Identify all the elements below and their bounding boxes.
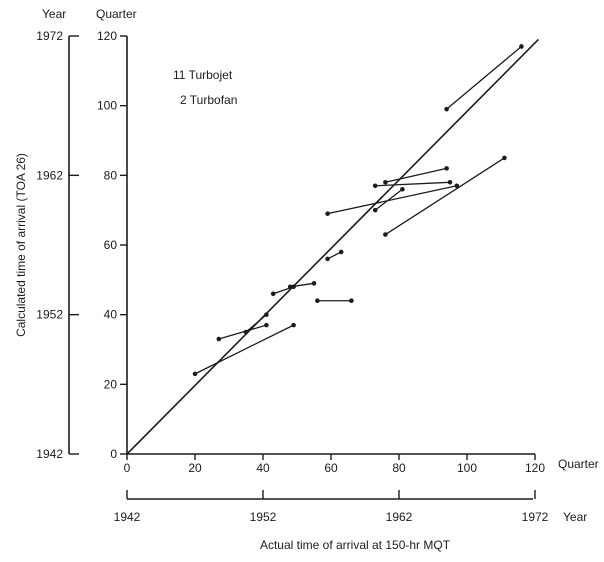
engine-point-start-13 (444, 106, 449, 112)
engine-point-end-11 (444, 166, 449, 171)
y-tick-label: 120 (97, 29, 117, 43)
tick-group: 0 20 40 60 80 100 120 0 20 40 60 80 100 120 1942 1952 19… (36, 29, 548, 524)
engine-point-end-13 (519, 44, 524, 49)
x-year-unit-label: Year (563, 510, 587, 524)
x-tick-label: 80 (392, 461, 406, 475)
engine-segment-11 (385, 167, 447, 183)
engine-segment-1 (194, 324, 294, 375)
y-year-tick-label: 1952 (36, 308, 63, 322)
y-year-unit-label: Year (42, 7, 66, 21)
x-tick-label: 40 (256, 461, 270, 475)
y-axis-title: Calculated time of arrival (TOA 26) (14, 153, 28, 337)
x-axis-title: Actual time of arrival at 150-hr MQT (260, 538, 451, 552)
y-year-tick-label: 1942 (36, 447, 63, 461)
engine-point-start-11 (383, 180, 388, 185)
x-year-tick-label: 1942 (114, 510, 141, 524)
engine-point-end-1 (291, 322, 296, 328)
engine-point-end-5 (311, 281, 317, 286)
engine-segment-13 (446, 45, 522, 110)
y-tick-label: 60 (104, 238, 118, 252)
engine-point-start-9 (372, 207, 378, 213)
y-tick-label: 40 (104, 308, 118, 322)
x-tick-label: 60 (324, 461, 338, 475)
y-year-tick-label: 1972 (36, 29, 63, 43)
engine-point-end-10 (447, 180, 453, 185)
engine-point-start-6 (315, 298, 320, 304)
engine-point-end-2 (264, 322, 269, 328)
y-tick-label: 0 (110, 447, 117, 461)
engine-point-start-2 (216, 336, 222, 342)
reference-diagonal-line (126, 38, 539, 455)
y-tick-label: 20 (104, 377, 118, 391)
engine-point-start-1 (192, 371, 198, 377)
engine-point-start-4 (270, 291, 276, 297)
x-year-tick-label: 1952 (250, 510, 277, 524)
engine-point-end-6 (349, 298, 354, 304)
engine-point-start-10 (372, 183, 378, 189)
x-year-tick-label: 1972 (522, 510, 549, 524)
legend-turbofan: 2 Turbofan (180, 93, 237, 107)
engine-segment-5 (290, 282, 315, 288)
engine-point-end-8 (454, 183, 460, 189)
x-quarter-unit-label: Quarter (558, 457, 599, 471)
x-tick-label: 0 (124, 461, 131, 475)
engine-point-end-9 (400, 186, 405, 192)
engine-point-end-3 (264, 312, 269, 317)
engine-point-end-12 (502, 155, 507, 161)
engine-segment-9 (374, 188, 403, 211)
engine-point-end-7 (338, 249, 344, 255)
engine-point-start-8 (325, 211, 330, 216)
engine-segment-7 (327, 251, 342, 260)
y-tick-label: 100 (97, 99, 117, 113)
x-tick-label: 100 (457, 461, 477, 475)
x-tick-label: 20 (188, 461, 202, 475)
x-year-tick-label: 1962 (386, 510, 413, 524)
y-tick-label: 80 (104, 168, 118, 182)
engine-segment-10 (375, 181, 451, 187)
engine-point-start-5 (287, 284, 293, 290)
engine-segment-8 (327, 185, 457, 215)
engine-point-start-7 (325, 256, 330, 262)
x-tick-label: 120 (525, 461, 545, 475)
engine-segment-2 (218, 324, 267, 340)
legend-turbojet: 11 Turbojet (173, 68, 233, 82)
y-year-tick-label: 1962 (36, 168, 63, 182)
engine-point-start-12 (383, 232, 388, 237)
engine-segment-12 (385, 157, 505, 236)
engine-point-start-3 (243, 329, 249, 335)
engine-segment-3 (245, 314, 267, 333)
y-quarter-unit-label: Quarter (96, 7, 137, 21)
marks-group (126, 38, 539, 455)
